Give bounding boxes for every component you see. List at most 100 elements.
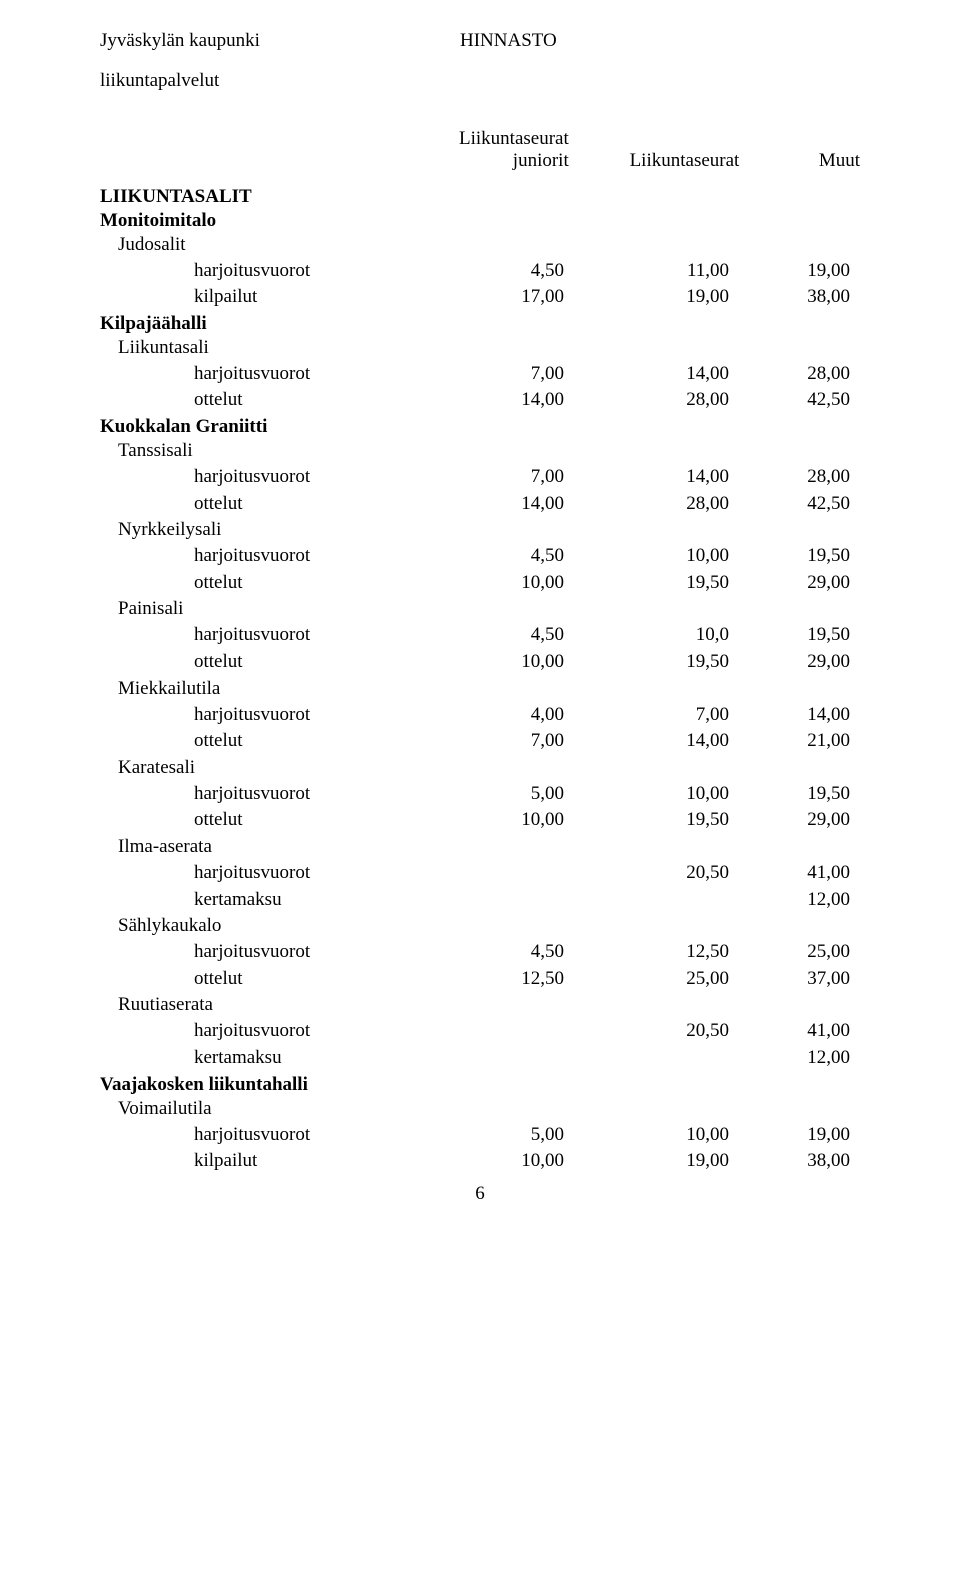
price-row: harjoitusvuorot5,0010,0019,00	[100, 1122, 860, 1149]
row-value-muut: 42,50	[735, 491, 850, 518]
col-header-empty	[100, 128, 404, 172]
price-row: kilpailut10,0019,0038,00	[100, 1148, 860, 1175]
row-label: harjoitusvuorot	[100, 860, 405, 887]
row-value-muut: 12,00	[735, 1045, 850, 1072]
row-value-liikuntaseurat: 20,50	[570, 860, 735, 887]
row-label: kilpailut	[100, 1148, 405, 1175]
row-value-muut: 37,00	[735, 966, 850, 993]
facility-heading: Monitoimitalo	[100, 210, 860, 232]
facility-heading: Vaajakosken liikuntahalli	[100, 1074, 860, 1096]
row-label: ottelut	[100, 807, 405, 834]
room-heading: Ruutiaserata	[100, 994, 860, 1016]
row-value-liikuntaseurat: 14,00	[570, 728, 735, 755]
row-value-juniorit: 5,00	[405, 1122, 570, 1149]
row-value-juniorit: 5,00	[405, 781, 570, 808]
row-value-liikuntaseurat: 25,00	[570, 966, 735, 993]
price-row: ottelut10,0019,5029,00	[100, 570, 860, 597]
price-row: harjoitusvuorot4,5010,019,50	[100, 622, 860, 649]
row-value-muut: 12,00	[735, 887, 850, 914]
row-value-liikuntaseurat: 28,00	[570, 491, 735, 518]
price-row: harjoitusvuorot4,5010,0019,50	[100, 543, 860, 570]
price-row: harjoitusvuorot7,0014,0028,00	[100, 361, 860, 388]
row-value-liikuntaseurat: 19,00	[570, 1148, 735, 1175]
row-label: ottelut	[100, 570, 405, 597]
room-heading: Ilma-aserata	[100, 836, 860, 858]
col-header-3-text: Muut	[745, 150, 860, 172]
price-row: harjoitusvuorot20,5041,00	[100, 1018, 860, 1045]
row-label: harjoitusvuorot	[100, 622, 405, 649]
row-value-liikuntaseurat: 10,00	[570, 543, 735, 570]
row-value-juniorit: 10,00	[405, 570, 570, 597]
row-value-muut: 19,50	[735, 622, 850, 649]
row-label: ottelut	[100, 491, 405, 518]
price-table: MonitoimitaloJudosalitharjoitusvuorot4,5…	[100, 210, 860, 1175]
row-label: ottelut	[100, 966, 405, 993]
price-row: harjoitusvuorot4,5011,0019,00	[100, 258, 860, 285]
price-row: harjoitusvuorot7,0014,0028,00	[100, 464, 860, 491]
row-label: harjoitusvuorot	[100, 464, 405, 491]
row-value-liikuntaseurat: 19,00	[570, 284, 735, 311]
row-value-liikuntaseurat: 19,50	[570, 570, 735, 597]
row-label: kertamaksu	[100, 887, 405, 914]
row-value-muut: 29,00	[735, 570, 850, 597]
row-value-juniorit	[405, 1018, 570, 1045]
row-value-muut: 29,00	[735, 807, 850, 834]
col-header-1-line1: Liikuntaseurat	[404, 128, 569, 150]
room-heading: Nyrkkeilysali	[100, 519, 860, 541]
row-value-liikuntaseurat	[570, 1045, 735, 1072]
row-label: harjoitusvuorot	[100, 939, 405, 966]
price-row: kertamaksu12,00	[100, 1045, 860, 1072]
row-value-juniorit: 4,00	[405, 702, 570, 729]
row-label: harjoitusvuorot	[100, 781, 405, 808]
header-title: HINNASTO	[460, 30, 840, 52]
row-value-liikuntaseurat: 19,50	[570, 649, 735, 676]
row-value-juniorit: 12,50	[405, 966, 570, 993]
row-value-juniorit	[405, 887, 570, 914]
row-value-liikuntaseurat: 10,0	[570, 622, 735, 649]
document-page: Jyväskylän kaupunki HINNASTO liikuntapal…	[0, 0, 960, 1225]
row-label: ottelut	[100, 728, 405, 755]
row-value-juniorit	[405, 1045, 570, 1072]
row-value-muut: 38,00	[735, 284, 850, 311]
col-header-2-text: Liikuntaseurat	[575, 150, 740, 172]
room-heading: Voimailutila	[100, 1098, 860, 1120]
price-row: ottelut14,0028,0042,50	[100, 491, 860, 518]
row-label: harjoitusvuorot	[100, 258, 405, 285]
row-label: harjoitusvuorot	[100, 702, 405, 729]
room-heading: Liikuntasali	[100, 337, 860, 359]
room-heading: Tanssisali	[100, 440, 860, 462]
row-value-juniorit: 4,50	[405, 622, 570, 649]
row-value-muut: 19,50	[735, 781, 850, 808]
row-value-juniorit: 7,00	[405, 728, 570, 755]
price-row: ottelut14,0028,0042,50	[100, 387, 860, 414]
row-value-juniorit: 4,50	[405, 939, 570, 966]
col-header-2: Liikuntaseurat	[575, 128, 746, 172]
row-value-muut: 28,00	[735, 361, 850, 388]
row-value-liikuntaseurat: 7,00	[570, 702, 735, 729]
facility-heading: Kuokkalan Graniitti	[100, 416, 860, 438]
row-value-juniorit: 10,00	[405, 649, 570, 676]
row-label: kilpailut	[100, 284, 405, 311]
row-value-juniorit: 4,50	[405, 543, 570, 570]
row-value-juniorit: 10,00	[405, 1148, 570, 1175]
price-row: ottelut10,0019,5029,00	[100, 807, 860, 834]
facility-heading: Kilpajäähalli	[100, 313, 860, 335]
room-heading: Sählykaukalo	[100, 915, 860, 937]
row-value-liikuntaseurat: 20,50	[570, 1018, 735, 1045]
row-value-juniorit: 14,00	[405, 387, 570, 414]
row-value-liikuntaseurat: 19,50	[570, 807, 735, 834]
row-label: ottelut	[100, 387, 405, 414]
price-row: harjoitusvuorot4,5012,5025,00	[100, 939, 860, 966]
row-value-juniorit: 17,00	[405, 284, 570, 311]
price-row: ottelut10,0019,5029,00	[100, 649, 860, 676]
row-value-muut: 29,00	[735, 649, 850, 676]
row-value-muut: 25,00	[735, 939, 850, 966]
row-value-muut: 14,00	[735, 702, 850, 729]
row-value-muut: 19,00	[735, 1122, 850, 1149]
room-heading: Judosalit	[100, 234, 860, 256]
page-number: 6	[100, 1183, 860, 1205]
row-value-juniorit	[405, 860, 570, 887]
row-value-liikuntaseurat: 10,00	[570, 1122, 735, 1149]
row-value-muut: 19,50	[735, 543, 850, 570]
row-value-liikuntaseurat: 11,00	[570, 258, 735, 285]
